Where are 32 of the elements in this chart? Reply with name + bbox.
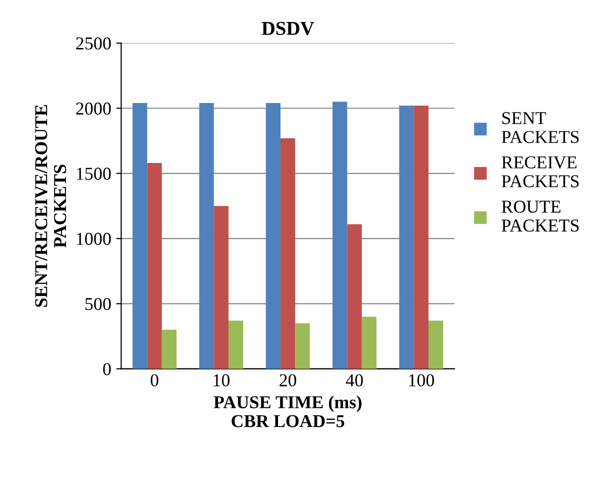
bar: [228, 320, 244, 369]
bar: [214, 206, 229, 369]
x-tick-label: 20: [280, 374, 296, 386]
x-tick-label: 100: [409, 374, 434, 386]
x-tick-label: 40: [346, 374, 363, 386]
y-axis-title: SENT/RECEIVE/ROUTE PACKETS: [35, 105, 66, 307]
chart-title: DSDV: [262, 22, 314, 36]
bar: [280, 138, 296, 369]
y-tick-label: 1500: [76, 168, 111, 180]
legend-label: ROUTE PACKETS: [502, 200, 579, 232]
y-tick-label: 2000: [76, 102, 111, 115]
bar: [162, 330, 177, 369]
x-tick-label: 0: [150, 374, 158, 386]
x-axis-title: PAUSE TIME (ms) CBR LOAD=5: [214, 396, 362, 428]
bar: [362, 316, 377, 369]
y-tick-label: 1000: [76, 232, 111, 245]
legend-label: RECEIVE PACKETS: [502, 156, 579, 188]
bar: [199, 103, 214, 369]
bar: [132, 103, 148, 369]
bar: [347, 224, 362, 369]
bar: [332, 102, 348, 369]
legend-label: SENT PACKETS: [502, 112, 579, 144]
bar: [147, 162, 162, 369]
bar: [414, 106, 429, 369]
x-tick-label: 10: [214, 374, 230, 386]
y-tick-label: 0: [103, 363, 111, 376]
bar: [295, 323, 310, 369]
bar: [399, 106, 414, 369]
y-tick-label: 500: [85, 298, 111, 310]
y-tick-label: 2500: [76, 37, 111, 50]
bar: [266, 103, 281, 369]
bar: [428, 320, 444, 369]
